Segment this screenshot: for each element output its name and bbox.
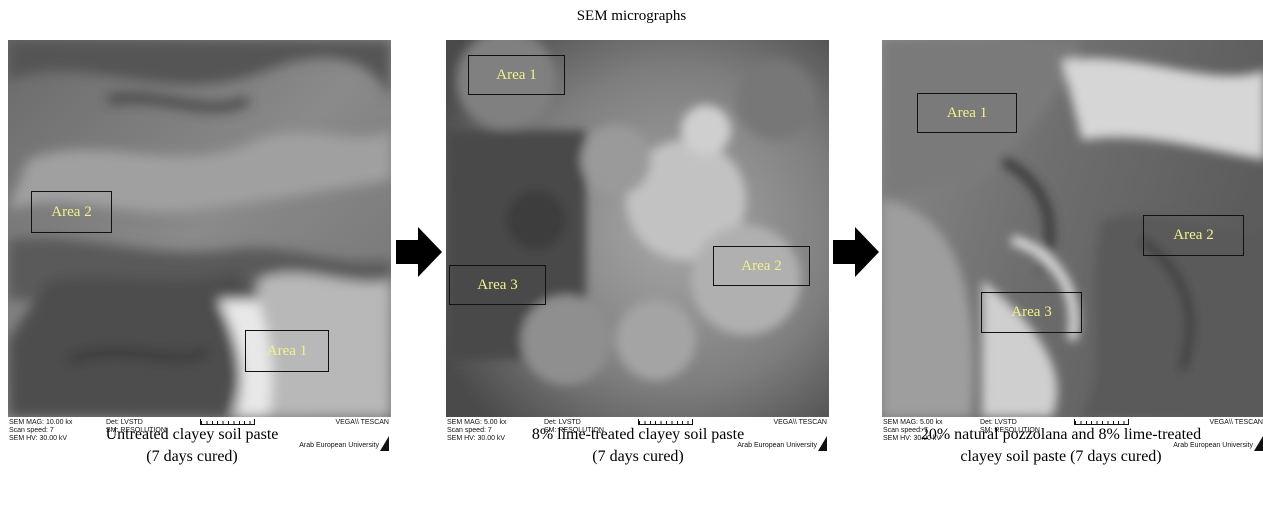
arrow-right-icon xyxy=(396,227,442,277)
sem-image-untreated: Area 2 Area 1 xyxy=(8,40,391,417)
sem-image-lime-treated: Area 1 Area 3 Area 2 xyxy=(446,40,829,417)
scale-bar xyxy=(638,419,693,425)
area-1-box: Area 1 xyxy=(917,93,1017,133)
area-2-box: Area 2 xyxy=(1143,215,1244,256)
caption-line-2: (7 days cured) xyxy=(146,448,238,465)
scan-mode: SM: RESOLUTION xyxy=(544,427,604,434)
caption-line-1: Untreated clayey soil paste xyxy=(105,426,279,443)
arrow-right-icon xyxy=(833,227,879,277)
sem-image-pozzolana-lime-treated: Area 1 Area 2 Area 3 xyxy=(882,40,1263,417)
scale-bar xyxy=(200,419,255,425)
university-label: Arab European University xyxy=(299,442,379,449)
scale-bar xyxy=(1074,419,1129,425)
area-1-box: Area 1 xyxy=(468,55,565,95)
instrument-brand: VEGA\\ TESCAN xyxy=(1209,419,1263,426)
detector: Det: LVSTD xyxy=(106,419,143,426)
sem-magnification: SEM MAG: 5.00 kx xyxy=(447,419,507,426)
sem-info-bar: SEM MAG: 5.00 kx Scan speed: 7 SEM HV: 3… xyxy=(882,417,1263,455)
sem-magnification: SEM MAG: 10.00 kx xyxy=(9,419,73,426)
panel-lime-treated: Area 1 Area 3 Area 2 SEM MAG: 5.00 kx Sc… xyxy=(446,40,829,455)
panel-pozzolana-lime-treated: Area 1 Area 2 Area 3 SEM MAG: 5.00 kx Sc… xyxy=(882,40,1263,455)
scan-speed: Scan speed: 7 xyxy=(447,427,492,434)
caption-lime-treated: 8% lime-treated clayey soil paste (7 day… xyxy=(438,424,838,468)
scan-mode: SM: RESOLUTION xyxy=(980,427,1040,434)
sem-info-bar: SEM MAG: 5.00 kx Scan speed: 7 SEM HV: 3… xyxy=(446,417,829,455)
area-2-box: Area 2 xyxy=(31,191,112,233)
detector: Det: LVSTD xyxy=(544,419,581,426)
instrument-brand: VEGA\\ TESCAN xyxy=(335,419,389,426)
university-logo-icon xyxy=(818,436,827,451)
area-3-box: Area 3 xyxy=(981,292,1082,333)
caption-line-2: clayey soil paste (7 days cured) xyxy=(960,448,1162,465)
sem-magnification: SEM MAG: 5.00 kx xyxy=(883,419,943,426)
caption-untreated: Untreated clayey soil paste (7 days cure… xyxy=(0,424,392,468)
caption-line-1: 20% natural pozzolana and 8% lime-treate… xyxy=(920,426,1202,443)
university-label: Arab European University xyxy=(1173,442,1253,449)
university-logo-icon xyxy=(380,436,389,451)
university-label: Arab European University xyxy=(737,442,817,449)
caption-line-1: 8% lime-treated clayey soil paste xyxy=(531,426,745,443)
sem-hv: SEM HV: 30.00 kV xyxy=(883,435,942,442)
area-2-box: Area 2 xyxy=(713,246,810,286)
panel-untreated: Area 2 Area 1 SEM MAG: 10.00 kx Scan spe… xyxy=(8,40,391,455)
caption-pozzolana-lime-treated: 20% natural pozzolana and 8% lime-treate… xyxy=(861,424,1261,468)
scan-mode: SM: RESOLUTION xyxy=(106,427,166,434)
sem-info-bar: SEM MAG: 10.00 kx Scan speed: 7 SEM HV: … xyxy=(8,417,391,455)
sem-hv: SEM HV: 30.00 kV xyxy=(9,435,68,442)
scan-speed: Scan speed: 7 xyxy=(9,427,54,434)
area-3-box: Area 3 xyxy=(449,265,546,305)
figure-title: SEM micrographs xyxy=(576,8,687,24)
scan-speed: Scan speed: 7 xyxy=(883,427,928,434)
sem-hv: SEM HV: 30.00 kV xyxy=(447,435,506,442)
caption-line-2: (7 days cured) xyxy=(592,448,684,465)
university-logo-icon xyxy=(1254,436,1263,451)
detector: Det: LVSTD xyxy=(980,419,1017,426)
instrument-brand: VEGA\\ TESCAN xyxy=(773,419,827,426)
area-1-box: Area 1 xyxy=(245,330,329,372)
